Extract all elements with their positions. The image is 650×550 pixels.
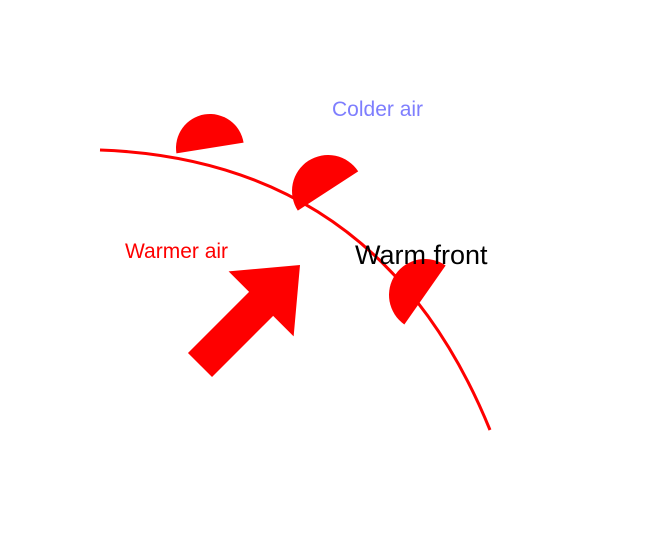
warmer-air-label: Warmer air — [125, 240, 228, 264]
diagram-svg — [0, 0, 650, 550]
front-bumps — [171, 109, 446, 324]
warm-front-diagram: Colder air Warmer air Warm front — [0, 0, 650, 550]
warm-front-label: Warm front — [355, 240, 488, 271]
colder-air-label: Colder air — [332, 98, 423, 122]
